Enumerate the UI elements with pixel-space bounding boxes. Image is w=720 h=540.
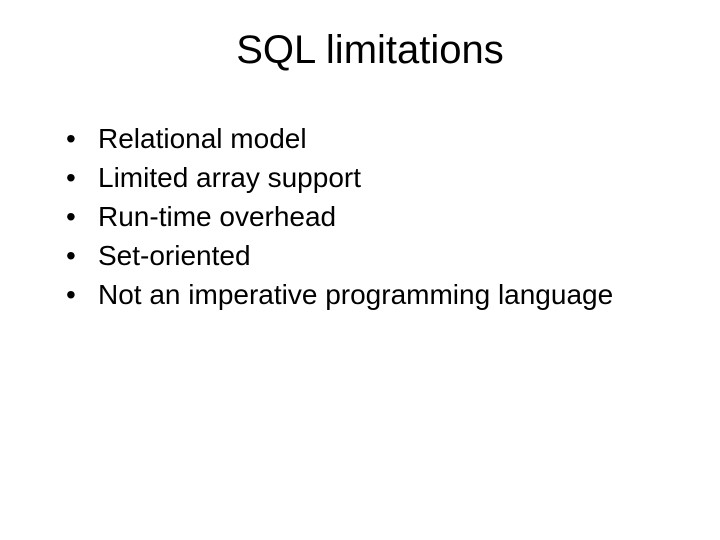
list-item: • Relational model: [64, 121, 680, 156]
bullet-text: Set-oriented: [98, 238, 251, 273]
bullet-list: • Relational model • Limited array suppo…: [60, 121, 680, 312]
bullet-icon: •: [64, 199, 98, 234]
bullet-text: Relational model: [98, 121, 307, 156]
bullet-icon: •: [64, 277, 98, 312]
bullet-text: Not an imperative programming language: [98, 277, 613, 312]
bullet-text: Run-time overhead: [98, 199, 336, 234]
bullet-icon: •: [64, 238, 98, 273]
slide: SQL limitations • Relational model • Lim…: [0, 0, 720, 540]
bullet-icon: •: [64, 121, 98, 156]
bullet-text: Limited array support: [98, 160, 361, 195]
slide-title: SQL limitations: [70, 28, 670, 73]
list-item: • Not an imperative programming language: [64, 277, 680, 312]
list-item: • Limited array support: [64, 160, 680, 195]
list-item: • Set-oriented: [64, 238, 680, 273]
bullet-icon: •: [64, 160, 98, 195]
list-item: • Run-time overhead: [64, 199, 680, 234]
